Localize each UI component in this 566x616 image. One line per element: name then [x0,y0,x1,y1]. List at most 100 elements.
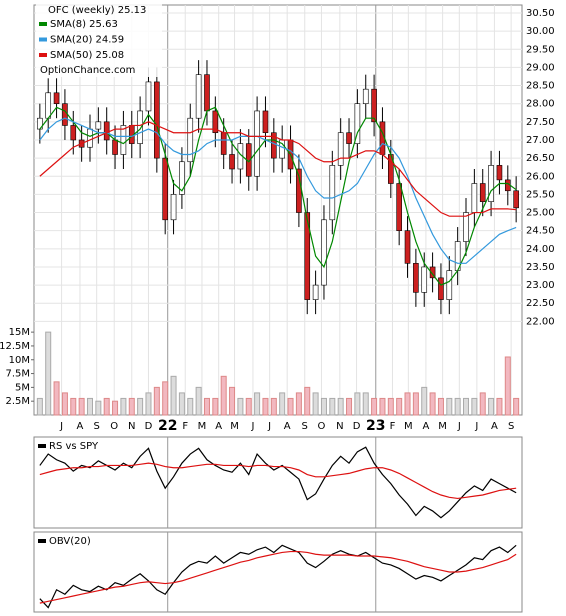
candle-body [103,121,110,141]
candle-body [95,121,102,130]
candle-body [429,266,436,279]
x-tick-label: A [77,421,84,432]
sma-line [39,106,517,286]
candle-body [488,165,494,202]
y-tick-label: 25.50 [526,189,555,200]
x-tick-label: J [457,421,461,432]
y-tick-label: 27.50 [526,117,555,128]
legend-name: SMA(50) [50,50,92,61]
volume-bar [254,392,261,416]
volume-bar [153,386,160,416]
candle-body [371,88,377,123]
candle-body [396,183,402,231]
y2-tick-label: 15M [9,327,30,338]
candle-body [120,125,127,155]
obv-panel [33,531,523,613]
candle-body [337,132,344,166]
candle-body [438,277,444,300]
candle-body [62,103,68,126]
y-tick-label: 28.50 [526,81,555,92]
volume-bar [396,397,403,416]
x-tick-label: M [438,421,447,432]
volume-bar [496,397,503,416]
legend-swatch [38,444,46,448]
volume-bar [488,397,495,416]
panel-title: RS vs SPY [49,441,99,452]
candle-body [212,110,219,134]
y-tick-label: 25.00 [526,208,555,219]
x-tick-label: N [128,421,135,432]
volume-bar [479,392,486,416]
y2-tick-label: 12.5M [0,341,30,352]
x-tick-label: M [404,421,413,432]
volume-bar [112,400,119,416]
volume-bar [229,386,236,416]
volume-bar [287,397,294,416]
volume-bar [245,397,252,416]
volume-bar [128,397,135,416]
legend-entry: SMA(20) 24.59 [50,35,124,46]
y-tick-label: 23.00 [526,280,555,291]
candle-body [346,132,352,144]
candle-body [170,194,177,221]
y-tick-label: 26.00 [526,171,555,182]
volume-bar [329,397,336,416]
volume-bar [504,356,511,416]
candle-body [321,219,327,286]
y-tick-label: 27.00 [526,135,555,146]
volume-bar [270,397,277,416]
marks [36,60,520,609]
y-tick-label: 26.50 [526,153,555,164]
volume-bar [454,397,461,416]
y-tick-label: 28.00 [526,99,555,110]
x-tick-label: S [93,421,99,432]
x-tick-label: S [508,421,514,432]
volume-bar [463,397,470,416]
indicator-line [39,544,517,609]
y2-tick-label: 7.5M [5,369,30,380]
candle-body [312,284,319,300]
volume-bar [513,397,520,416]
volume-bar [429,392,436,416]
legend-name: SMA(8) [50,19,86,30]
volume-bar [354,392,361,416]
candle-body [463,212,469,242]
volume-bar [379,397,386,416]
candle-body [220,132,227,155]
volume-bar [446,397,453,416]
x-tick-label: N [336,421,343,432]
candle-body [53,92,60,104]
candle-body [413,263,419,293]
y2-tick-label: 5M [15,382,30,393]
volume-bar [212,397,219,416]
candle-body [479,183,486,202]
x-tick-label: 23 [366,418,385,434]
volume-bar [78,397,85,416]
volume-bar [178,392,185,416]
volume-bar [362,392,369,416]
volume-bar [346,397,353,416]
sma-line [39,121,517,217]
volume-bar [145,392,152,416]
volume-bar [53,381,60,416]
y-tick-label: 22.00 [526,316,555,327]
x-tick-label: A [491,421,498,432]
volume-bar [387,397,394,416]
candle-body [446,270,453,300]
candle-body [404,230,411,264]
y-tick-label: 30.00 [526,26,555,37]
volume-bar [195,386,202,416]
candle-body [329,165,336,221]
candle-body [471,183,478,213]
volume-bar [170,375,177,416]
x-tick-label: F [390,421,396,432]
volume-bar [421,386,428,416]
candle-body [70,125,77,141]
legend-swatch [39,37,47,42]
x-tick-label: J [267,421,271,432]
legend-swatch [39,53,47,57]
y-tick-label: 22.50 [526,298,555,309]
y-tick-label: 24.50 [526,226,555,237]
candle-body [496,165,503,181]
